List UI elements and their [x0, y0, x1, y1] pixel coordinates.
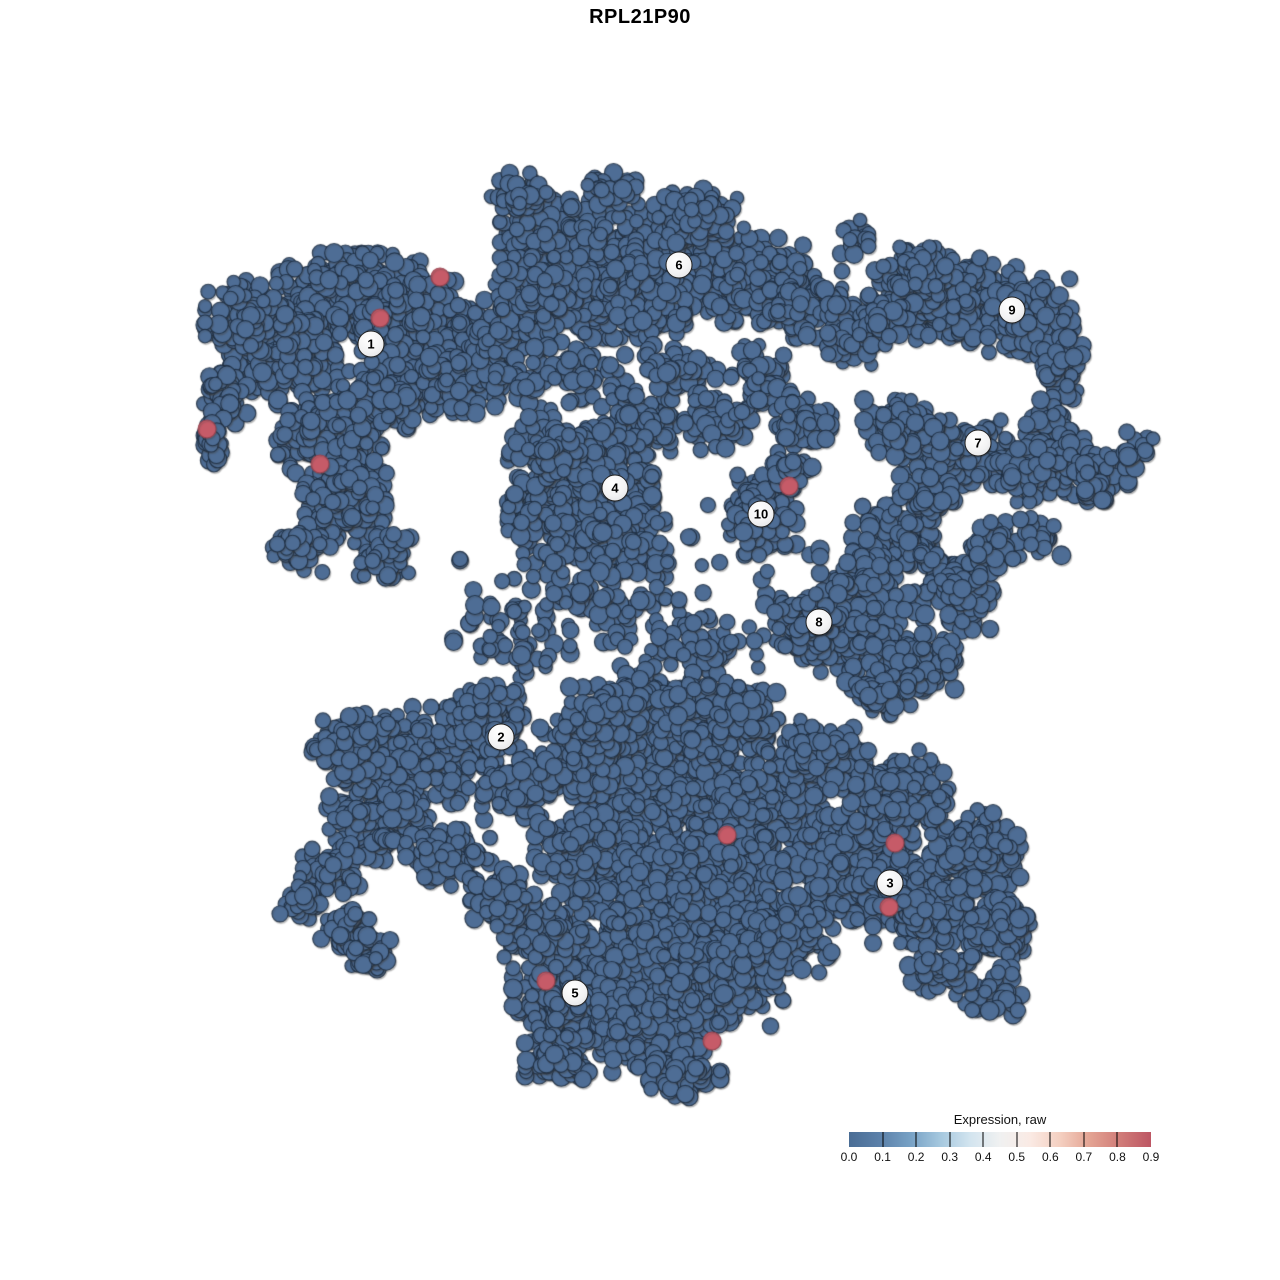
legend-tick — [1083, 1132, 1085, 1147]
legend-tick — [915, 1132, 917, 1147]
legend-tick — [982, 1132, 984, 1147]
legend-tick-label: 0.1 — [874, 1150, 891, 1164]
legend-tick — [1049, 1132, 1051, 1147]
legend-tick-label: 0.5 — [1008, 1150, 1026, 1164]
legend-tick — [1116, 1132, 1118, 1147]
legend-tick-label: 0.8 — [1109, 1150, 1126, 1164]
legend-tick-label: 0.4 — [974, 1150, 992, 1164]
legend-title: Expression, raw — [953, 1112, 1047, 1127]
legend-tick-label: 0.9 — [1142, 1150, 1160, 1164]
legend-tick-label: 0.7 — [1075, 1150, 1093, 1164]
legend-tick — [949, 1132, 951, 1147]
legend-tick-label: 0.3 — [941, 1150, 958, 1164]
legend-tick-label: 0.0 — [840, 1150, 858, 1164]
legend-tick-label: 0.2 — [907, 1150, 925, 1164]
legend-tick-labels: 0.0 0.1 0.2 0.3 0.4 0.5 0.6 0.7 0.8 0.9 — [841, 1150, 1160, 1166]
legend-gradient-bar — [849, 1132, 1151, 1147]
plot-title: RPL21P90 — [589, 6, 691, 28]
legend-tick — [1016, 1132, 1018, 1147]
legend-tick-label: 0.6 — [1041, 1150, 1059, 1164]
expression-legend: Expression, raw 0.0 0.1 0.2 0.3 0.4 0.5 0.6 0.7… — [841, 1112, 1160, 1166]
legend-tick — [882, 1132, 884, 1147]
